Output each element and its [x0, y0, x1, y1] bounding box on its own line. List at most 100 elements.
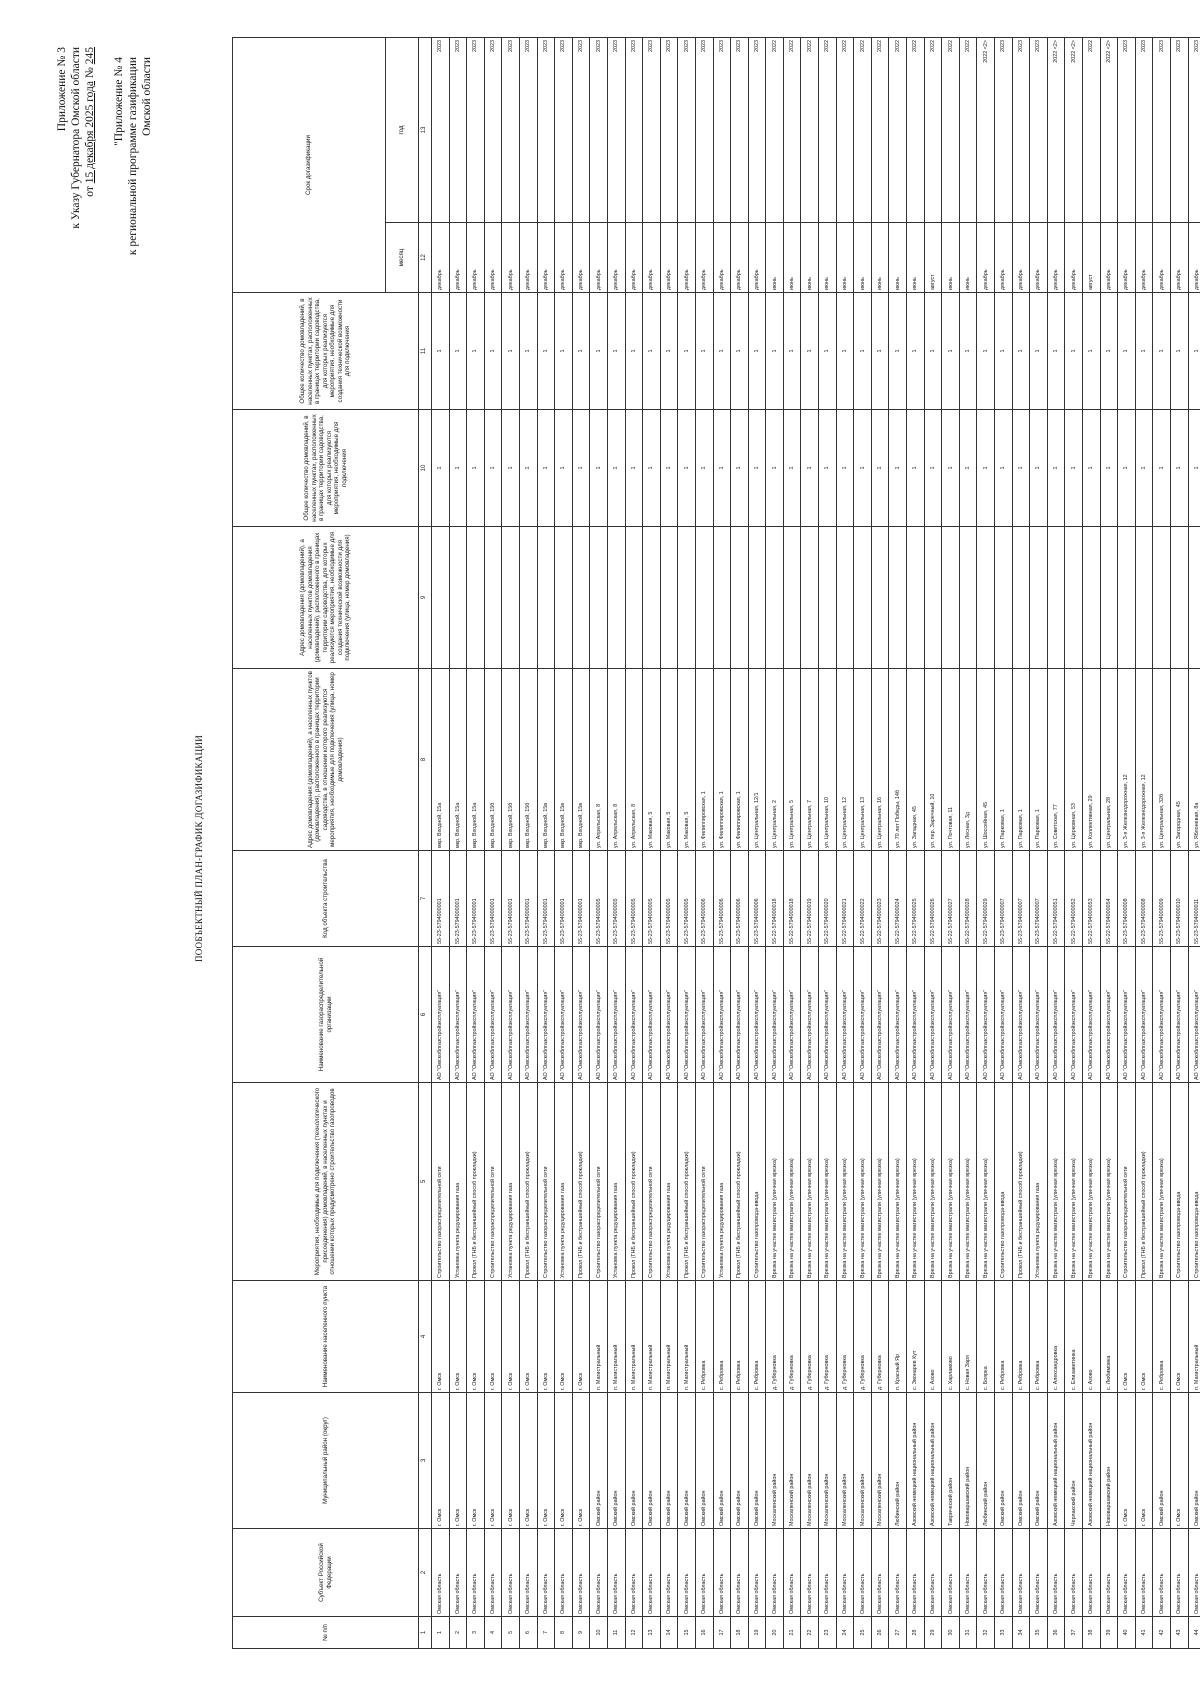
object-code-cell: 55-22-5794000029: [976, 850, 995, 947]
object-code-cell: 55-22-5794000054: [1100, 850, 1118, 947]
measure-cell: Строительство газораспределительной сети: [642, 1082, 661, 1281]
row-number: 31: [959, 1616, 977, 1649]
gas-org-cell: АО "Омскоблгазстройэксплуатация": [554, 946, 573, 1083]
locality-cell: д. Губерновка: [800, 1280, 819, 1393]
subject-cell: Омская область: [888, 1528, 907, 1617]
object-code-cell: 55-23-5794000005: [677, 850, 696, 947]
address-cell: ул. Центральная, 7: [800, 668, 819, 851]
row-number: 10: [589, 1616, 608, 1649]
row-number: 19: [748, 1616, 766, 1649]
count-connect-cell: 1: [554, 409, 573, 527]
subject-cell: Омская область: [466, 1528, 485, 1617]
gas-org-cell: АО "Омскоблгазстройэксплуатация": [871, 946, 889, 1083]
locality-cell: с. Ребровка: [748, 1280, 766, 1393]
address-cell: ул. Лесная, 3д: [959, 668, 977, 851]
count-tech-cell: 1: [449, 292, 467, 410]
address-cell: ул. Советская, 77: [1047, 668, 1065, 851]
locality-cell: г. Омск: [1135, 1280, 1153, 1393]
address-tech-cell: [800, 526, 819, 669]
locality-cell: д. Губерновка: [783, 1280, 801, 1393]
district-cell: Москаленский район: [765, 1392, 784, 1529]
row-number: 41: [1135, 1616, 1153, 1649]
district-cell: Азовский немецкий национальный район: [1047, 1392, 1065, 1529]
count-connect-cell: 1: [537, 409, 555, 527]
gas-org-cell: АО "Омскоблгазстройэксплуатация": [765, 946, 784, 1083]
measure-cell: Строительство газораспределительной сети: [695, 1082, 713, 1281]
locality-cell: с. Азово: [1082, 1280, 1101, 1393]
address-tech-cell: [976, 526, 995, 669]
month-cell: декабрь: [695, 222, 713, 293]
address-cell: ул. Загородная, 45: [1170, 668, 1189, 851]
table-row: 17 Омская область Омский район с. Ребровка У…: [713, 37, 731, 1649]
row-number: 18: [730, 1616, 749, 1649]
month-cell: декабрь: [484, 222, 502, 293]
month-cell: июнь: [765, 222, 784, 293]
subject-cell: Омская область: [871, 1528, 889, 1617]
count-connect-cell: 1: [501, 409, 520, 527]
month-cell: декабрь: [642, 222, 661, 293]
count-connect-cell: 1: [1152, 409, 1171, 527]
count-tech-cell: 1: [1188, 292, 1200, 410]
count-tech-cell: 1: [1100, 292, 1118, 410]
count-connect-cell: 1: [713, 409, 731, 527]
row-number: 15: [677, 1616, 696, 1649]
year-cell: 2022: [783, 37, 801, 223]
address-cell: ул. Центральная, 12/1: [748, 668, 766, 851]
locality-cell: п. Магистральный: [1188, 1280, 1200, 1393]
count-connect-cell: 1: [660, 409, 678, 527]
address-cell: мкр. Входной, 15в: [572, 668, 590, 851]
object-code-cell: 55-23-5794000001: [431, 850, 450, 947]
year-cell: 2022: [871, 37, 889, 223]
subject-cell: Омская область: [994, 1528, 1013, 1617]
locality-cell: с. Харламово: [941, 1280, 960, 1393]
measure-cell: Врезка на участке магистрали (уличная вр…: [888, 1082, 907, 1281]
count-connect-cell: 1: [976, 409, 995, 527]
object-code-cell: 55-23-5794000007: [1029, 850, 1048, 947]
count-tech-cell: 1: [625, 292, 643, 410]
month-cell: декабрь: [625, 222, 643, 293]
address-tech-cell: [1135, 526, 1153, 669]
address-tech-cell: [660, 526, 678, 669]
gas-org-cell: АО "Омскоблгазстройэксплуатация": [501, 946, 520, 1083]
month-cell: июнь: [959, 222, 977, 293]
header-month: месяц: [385, 222, 419, 293]
month-cell: июнь: [783, 222, 801, 293]
year-cell: 2023: [1029, 37, 1048, 223]
count-connect-cell: 1: [1117, 409, 1136, 527]
district-cell: г. Омск: [501, 1392, 520, 1529]
count-connect-cell: 1: [484, 409, 502, 527]
count-tech-cell: 1: [871, 292, 889, 410]
count-tech-cell: 1: [695, 292, 713, 410]
locality-cell: с. Звонарев Кут: [906, 1280, 925, 1393]
row-number: 28: [906, 1616, 925, 1649]
address-cell: ул. пер. Заречный, 10: [924, 668, 942, 851]
address-tech-cell: [537, 526, 555, 669]
count-connect-cell: 1: [959, 409, 977, 527]
district-cell: г. Омск: [449, 1392, 467, 1529]
address-tech-cell: [836, 526, 854, 669]
locality-cell: г. Омск: [449, 1280, 467, 1393]
object-code-cell: 55-23-5794000001: [449, 850, 467, 947]
district-cell: Омский район: [607, 1392, 626, 1529]
header-district: Муниципальный район (округ): [232, 1392, 419, 1529]
row-number: 23: [818, 1616, 837, 1649]
row-number: 4: [484, 1616, 502, 1649]
address-tech-cell: [765, 526, 784, 669]
year-cell: 2022: [1082, 37, 1101, 223]
object-code-cell: 55-22-5794000024: [888, 850, 907, 947]
appendix-4-header: "Приложение № 4 к региональной программе…: [112, 57, 154, 497]
object-code-cell: 55-22-5794000025: [906, 850, 925, 947]
count-connect-cell: 1: [994, 409, 1013, 527]
count-tech-cell: 1: [484, 292, 502, 410]
subject-cell: Омская область: [1188, 1528, 1200, 1617]
year-cell: 2022 <2>: [1047, 37, 1065, 223]
locality-cell: с. Александровка: [1047, 1280, 1065, 1393]
locality-cell: с. Ребровка: [994, 1280, 1013, 1393]
district-cell: г. Омск: [1170, 1392, 1189, 1529]
object-code-cell: 55-23-5794000005: [607, 850, 626, 947]
row-number: 11: [607, 1616, 626, 1649]
address-cell: ул. Яблоневая, 8а: [1188, 668, 1200, 851]
count-connect-cell: 1: [853, 409, 872, 527]
address-cell: ул. Апрельская, 8: [607, 668, 626, 851]
locality-cell: п. Магистральный: [625, 1280, 643, 1393]
